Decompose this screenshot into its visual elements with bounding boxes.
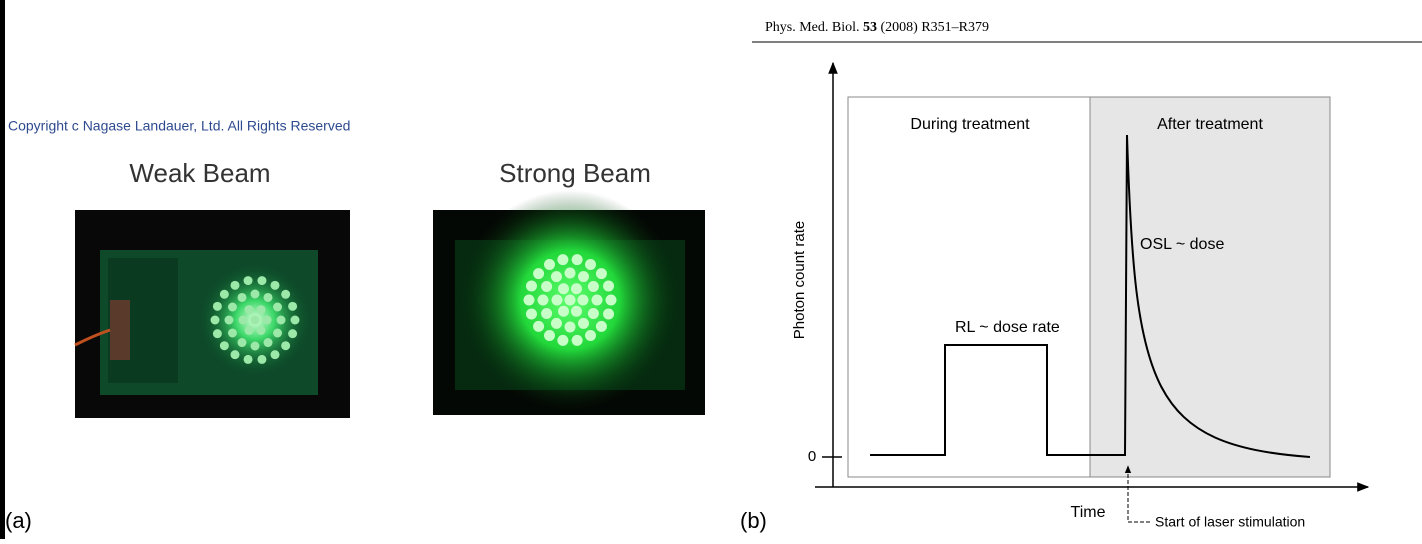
led <box>571 306 582 317</box>
led <box>273 329 282 338</box>
led <box>565 268 576 279</box>
led <box>572 254 583 265</box>
led <box>271 281 280 290</box>
led <box>239 316 248 325</box>
copyright: Copyright c Nagase Landauer, Ltd. All Ri… <box>8 118 350 134</box>
led <box>565 295 576 306</box>
led <box>251 342 260 351</box>
led <box>245 305 254 314</box>
led <box>551 271 562 282</box>
led <box>245 326 254 335</box>
zero-tick-label: 0 <box>808 448 816 465</box>
led <box>596 268 607 279</box>
led <box>565 322 576 333</box>
led <box>552 295 563 306</box>
region-label: After treatment <box>1157 116 1263 133</box>
led <box>585 259 596 270</box>
led <box>551 318 562 329</box>
led <box>251 316 260 325</box>
led <box>228 303 237 312</box>
led <box>524 295 535 306</box>
led <box>571 283 582 294</box>
led <box>592 295 603 306</box>
led <box>572 335 583 346</box>
led <box>281 341 290 350</box>
led <box>585 330 596 341</box>
led <box>251 290 260 299</box>
weak-beam-photo <box>75 210 350 418</box>
led <box>244 355 253 364</box>
left-border <box>0 0 5 539</box>
led <box>257 276 266 285</box>
led <box>544 259 555 270</box>
led <box>557 254 568 265</box>
led <box>238 338 247 347</box>
annotation: RL ~ dose rate <box>955 319 1060 336</box>
led <box>596 321 607 332</box>
led <box>277 316 286 325</box>
strong-beam-photo <box>433 190 705 415</box>
led <box>238 293 247 302</box>
led <box>557 335 568 346</box>
led <box>257 305 266 314</box>
led <box>606 295 617 306</box>
led <box>244 276 253 285</box>
led <box>558 283 569 294</box>
led <box>257 326 266 335</box>
annotation: Start of laser stimulation <box>1155 514 1305 530</box>
led <box>220 290 229 299</box>
panel-label: (b) <box>740 508 767 533</box>
led <box>263 316 272 325</box>
citation: Phys. Med. Biol. 53 (2008) R351–R379 <box>765 20 989 35</box>
led <box>544 330 555 341</box>
led <box>213 302 222 311</box>
led <box>220 341 229 350</box>
led <box>538 295 549 306</box>
figure: Phys. Med. Biol. 53 (2008) R351–R379 Cop… <box>0 0 1422 539</box>
led <box>231 350 240 359</box>
led <box>603 280 614 291</box>
led <box>291 316 300 325</box>
led <box>225 316 234 325</box>
annotation: OSL ~ dose <box>1140 236 1224 253</box>
x-axis-label: Time <box>1071 504 1106 521</box>
led <box>526 309 537 320</box>
y-axis-label: Photon count rate <box>791 221 808 339</box>
image-caption: Strong Beam <box>499 158 651 188</box>
led <box>264 338 273 347</box>
led <box>281 290 290 299</box>
led <box>541 308 552 319</box>
led <box>264 293 273 302</box>
led <box>231 281 240 290</box>
led <box>541 281 552 292</box>
led <box>213 329 222 338</box>
panel-label: (a) <box>5 508 32 533</box>
image-caption: Weak Beam <box>129 158 270 188</box>
led <box>588 308 599 319</box>
led <box>603 309 614 320</box>
led <box>273 303 282 312</box>
led <box>257 355 266 364</box>
led <box>588 281 599 292</box>
led <box>271 350 280 359</box>
led <box>288 302 297 311</box>
region-during <box>848 97 1090 477</box>
led <box>228 329 237 338</box>
led <box>533 321 544 332</box>
led <box>526 280 537 291</box>
led <box>578 295 589 306</box>
page: {"header": {"journal": "Phys. Med. Biol.… <box>0 0 1422 544</box>
led <box>578 271 589 282</box>
led <box>578 318 589 329</box>
led <box>558 306 569 317</box>
led <box>211 316 220 325</box>
region-label: During treatment <box>910 116 1030 133</box>
led <box>533 268 544 279</box>
led <box>288 329 297 338</box>
